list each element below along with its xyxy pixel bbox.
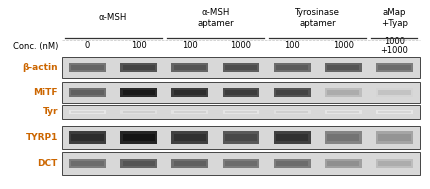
Bar [69, 88, 106, 97]
Text: 1000: 1000 [333, 42, 354, 50]
Text: MiTF: MiTF [34, 88, 58, 97]
Bar [223, 63, 259, 72]
Bar [325, 131, 362, 144]
Bar [376, 88, 413, 97]
Text: Tyrosinase
aptamer: Tyrosinase aptamer [295, 8, 340, 28]
Bar [327, 111, 359, 113]
Bar [120, 131, 157, 144]
Bar [123, 161, 155, 166]
Bar [120, 88, 157, 97]
Text: 100: 100 [284, 42, 300, 50]
Bar [378, 111, 411, 113]
Bar [378, 90, 411, 95]
Bar [325, 88, 362, 97]
Bar [274, 159, 310, 168]
Bar [327, 90, 359, 95]
Bar [62, 152, 420, 175]
Text: 100: 100 [131, 42, 147, 50]
Bar [174, 161, 206, 166]
Bar [123, 134, 155, 141]
Text: aMap
+Tyap: aMap +Tyap [381, 8, 408, 28]
Bar [174, 65, 206, 70]
Bar [276, 134, 308, 141]
Bar [172, 88, 208, 97]
Bar [225, 134, 257, 141]
Bar [172, 159, 208, 168]
Bar [274, 88, 310, 97]
Bar [276, 65, 308, 70]
Bar [274, 110, 310, 114]
Bar [120, 110, 157, 114]
Bar [378, 161, 411, 166]
Bar [225, 90, 257, 95]
Bar [69, 63, 106, 72]
Bar [174, 90, 206, 95]
Bar [225, 161, 257, 166]
Text: 100: 100 [182, 42, 198, 50]
Bar [174, 111, 206, 113]
Bar [123, 90, 155, 95]
Bar [172, 131, 208, 144]
Bar [223, 131, 259, 144]
Bar [225, 111, 257, 113]
Bar [62, 57, 420, 78]
Text: α-MSH: α-MSH [99, 13, 127, 22]
Bar [62, 126, 420, 149]
Text: DCT: DCT [38, 159, 58, 168]
Bar [120, 63, 157, 72]
Text: β-actin: β-actin [22, 63, 58, 72]
Bar [378, 65, 411, 70]
Bar [62, 82, 420, 103]
Bar [120, 159, 157, 168]
Bar [376, 110, 413, 114]
Bar [71, 65, 104, 70]
Bar [274, 63, 310, 72]
Bar [274, 131, 310, 144]
Bar [376, 159, 413, 168]
Bar [69, 159, 106, 168]
Bar [376, 63, 413, 72]
Bar [376, 131, 413, 144]
Bar [276, 161, 308, 166]
Bar [378, 134, 411, 141]
Bar [223, 88, 259, 97]
Text: 1000: 1000 [230, 42, 252, 50]
Text: α-MSH
aptamer: α-MSH aptamer [197, 8, 234, 28]
Bar [325, 63, 362, 72]
Bar [276, 90, 308, 95]
Bar [172, 110, 208, 114]
Text: Tyr: Tyr [43, 108, 58, 116]
Text: TYRP1: TYRP1 [26, 133, 58, 142]
Bar [327, 65, 359, 70]
Bar [325, 110, 362, 114]
Bar [327, 134, 359, 141]
Bar [71, 134, 104, 141]
Bar [223, 110, 259, 114]
Bar [325, 159, 362, 168]
Bar [327, 161, 359, 166]
Bar [174, 134, 206, 141]
Text: 0: 0 [85, 42, 90, 50]
Bar [123, 65, 155, 70]
Bar [223, 159, 259, 168]
Bar [123, 111, 155, 113]
Bar [71, 90, 104, 95]
Text: 1000
+1000: 1000 +1000 [381, 37, 408, 55]
Bar [172, 63, 208, 72]
Bar [225, 65, 257, 70]
Bar [69, 131, 106, 144]
Text: Conc. (nM): Conc. (nM) [12, 42, 58, 50]
Bar [62, 105, 420, 119]
Bar [71, 161, 104, 166]
Bar [71, 111, 104, 113]
Bar [69, 110, 106, 114]
Bar [276, 111, 308, 113]
